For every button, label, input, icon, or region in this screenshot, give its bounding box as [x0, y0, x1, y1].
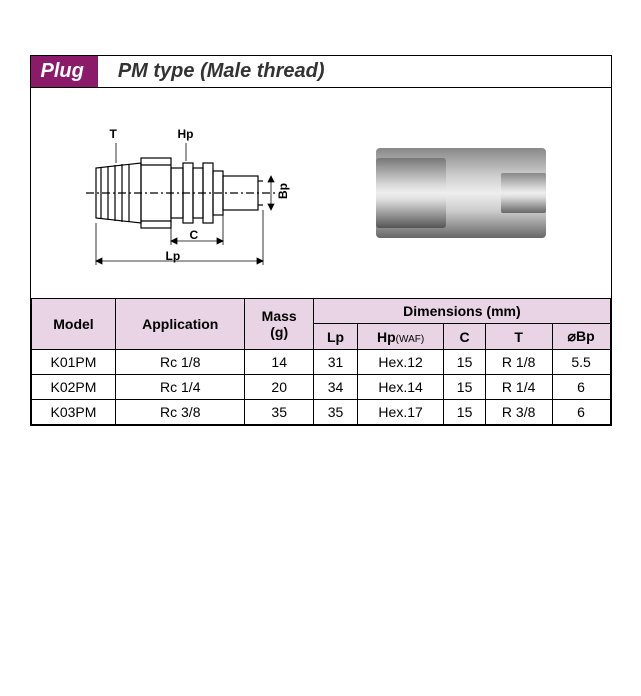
cell-hp: Hex.12	[357, 350, 444, 375]
table-row: K02PM Rc 1/4 20 34 Hex.14 15 R 1/4 6	[31, 375, 610, 400]
plug-badge: Plug	[31, 56, 98, 87]
cell-hp: Hex.14	[357, 375, 444, 400]
label-t: T	[110, 127, 117, 141]
cell-lp: 34	[314, 375, 357, 400]
mass-unit: (g)	[270, 324, 288, 340]
label-lp: Lp	[166, 249, 181, 263]
col-lp: Lp	[314, 324, 357, 350]
cell-t: R 1/8	[485, 350, 552, 375]
cell-bp: 6	[552, 375, 610, 400]
cell-lp: 31	[314, 350, 357, 375]
cell-t: R 3/8	[485, 400, 552, 425]
table-row: K01PM Rc 1/8 14 31 Hex.12 15 R 1/8 5.5	[31, 350, 610, 375]
cell-c: 15	[444, 400, 485, 425]
col-mass: Mass (g)	[245, 299, 314, 350]
cell-t: R 1/4	[485, 375, 552, 400]
col-c: C	[444, 324, 485, 350]
table-body: K01PM Rc 1/8 14 31 Hex.12 15 R 1/8 5.5 K…	[31, 350, 610, 425]
label-hp: Hp	[178, 127, 194, 141]
table-row: K03PM Rc 3/8 35 35 Hex.17 15 R 3/8 6	[31, 400, 610, 425]
cell-hp: Hex.17	[357, 400, 444, 425]
cell-lp: 35	[314, 400, 357, 425]
col-dimensions: Dimensions (mm)	[314, 299, 610, 324]
col-bp: ⌀Bp	[552, 324, 610, 350]
cell-application: Rc 3/8	[116, 400, 245, 425]
cell-mass: 20	[245, 375, 314, 400]
header-row: Plug PM type (Male thread)	[31, 55, 611, 88]
type-title: PM type (Male thread)	[98, 56, 325, 87]
cell-mass: 35	[245, 400, 314, 425]
cell-model: K01PM	[31, 350, 116, 375]
cell-mass: 14	[245, 350, 314, 375]
col-model: Model	[31, 299, 116, 350]
cell-c: 15	[444, 350, 485, 375]
cell-bp: 5.5	[552, 350, 610, 375]
label-bp: Bp	[276, 183, 290, 199]
mass-label: Mass	[262, 308, 297, 324]
technical-drawing: T Hp Bp C Lp	[66, 113, 306, 273]
diagram-area: T Hp Bp C Lp	[31, 88, 611, 298]
col-t: T	[485, 324, 552, 350]
cell-bp: 6	[552, 400, 610, 425]
col-hp: Hp(WAF)	[357, 324, 444, 350]
spec-table: Model Application Mass (g) Dimensions (m…	[31, 298, 611, 425]
cell-application: Rc 1/8	[116, 350, 245, 375]
cell-c: 15	[444, 375, 485, 400]
cell-model: K02PM	[31, 375, 116, 400]
cell-application: Rc 1/4	[116, 375, 245, 400]
spec-panel: Plug PM type (Male thread)	[30, 55, 612, 426]
hp-label: Hp	[377, 329, 396, 345]
col-application: Application	[116, 299, 245, 350]
hp-sub: (WAF)	[396, 334, 425, 345]
product-photo	[376, 148, 546, 238]
cell-model: K03PM	[31, 400, 116, 425]
label-c: C	[190, 228, 199, 242]
